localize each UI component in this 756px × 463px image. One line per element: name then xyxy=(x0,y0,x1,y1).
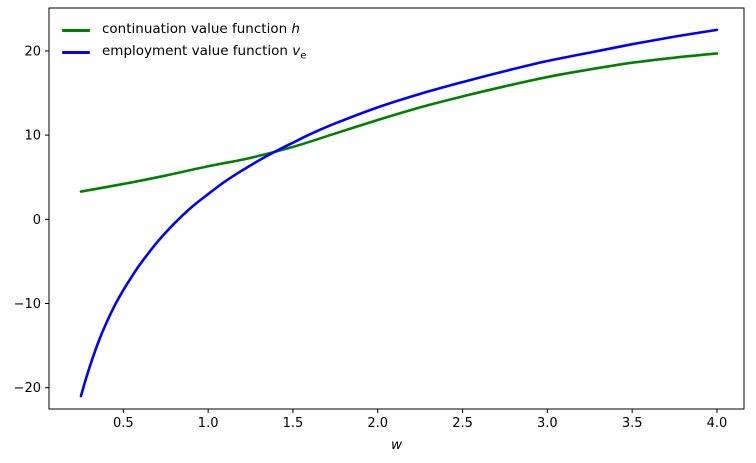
legend-line-swatch-green xyxy=(62,28,90,32)
x-tick-label: 2.5 xyxy=(452,416,473,431)
y-tick-label: −20 xyxy=(14,381,41,396)
x-tick-label: 1.5 xyxy=(283,416,304,431)
y-tick-label: 20 xyxy=(24,44,41,59)
axes-layer: 0.5 1.0 1.5 2.0 2.5 3.0 3.5 4.0 −20 −10 0 10 20 xyxy=(14,7,745,431)
y-tick-label: −10 xyxy=(14,297,41,312)
legend-line-swatch-blue xyxy=(62,50,90,54)
x-tick-label: 1.0 xyxy=(198,416,219,431)
legend: continuation value function h employment… xyxy=(62,19,306,63)
legend-item-employment-value: employment value function ve xyxy=(62,41,306,63)
x-tick-label: 4.0 xyxy=(707,416,728,431)
legend-label-continuation-value: continuation value function h xyxy=(102,20,300,37)
x-tick-label: 3.5 xyxy=(622,416,643,431)
x-tick-label: 2.0 xyxy=(367,416,388,431)
legend-label-employment-value: employment value function ve xyxy=(102,42,307,62)
curve-employment-value-ve xyxy=(79,28,719,398)
y-tick-label: 0 xyxy=(33,213,41,228)
y-tick-label: 10 xyxy=(24,129,41,144)
plot-spines xyxy=(48,7,745,410)
x-axis-label: w xyxy=(391,437,403,453)
x-tick-label: 3.0 xyxy=(537,416,558,431)
curve-continuation-value-h xyxy=(79,52,719,193)
x-tick-label: 0.5 xyxy=(113,416,134,431)
legend-item-continuation-value: continuation value function h xyxy=(62,19,306,41)
series-layer xyxy=(79,28,719,398)
